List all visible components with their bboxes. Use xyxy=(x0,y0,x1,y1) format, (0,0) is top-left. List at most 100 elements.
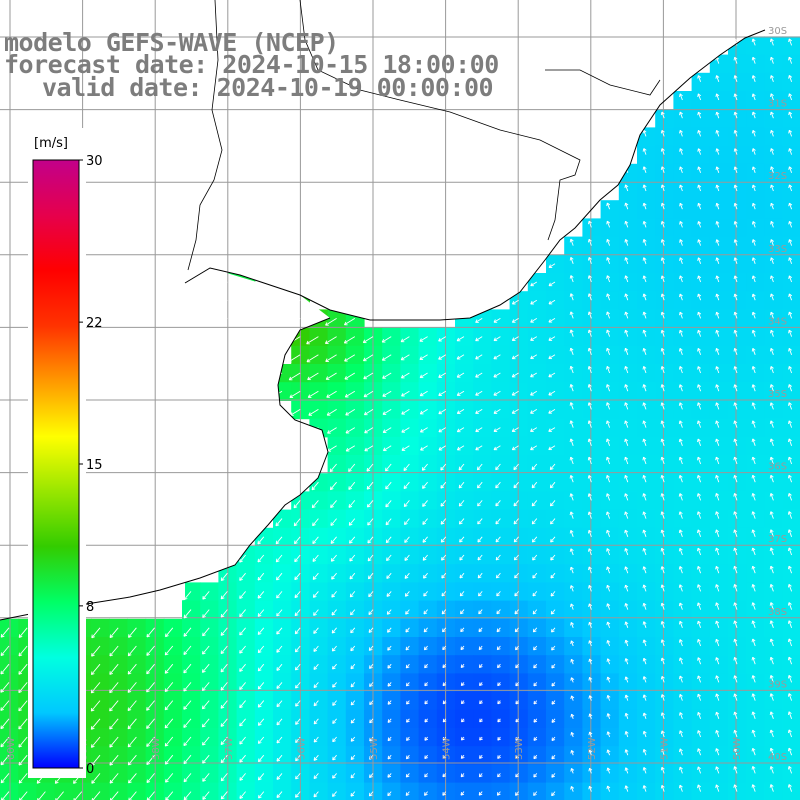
speed-cell xyxy=(564,327,583,347)
wind-arrow-head xyxy=(570,365,574,369)
speed-cell xyxy=(345,436,365,456)
speed-cell xyxy=(782,691,800,711)
wind-arrow-head xyxy=(424,666,428,669)
wind-arrow-head xyxy=(479,738,483,741)
speed-cell xyxy=(309,364,329,383)
speed-cell xyxy=(436,782,456,800)
speed-cell xyxy=(728,600,747,620)
wind-arrow-head xyxy=(514,558,518,561)
wind-arrow-head xyxy=(571,750,575,753)
wind-arrow-head xyxy=(306,358,309,363)
speed-cell xyxy=(473,709,492,729)
wind-arrow-head xyxy=(257,595,260,599)
wind-arrow xyxy=(679,511,683,519)
wind-arrow-head xyxy=(363,375,366,379)
wind-arrow-head xyxy=(349,575,351,580)
wind-arrow xyxy=(734,130,738,137)
wind-arrow-head xyxy=(164,670,167,674)
wind-arrow-head xyxy=(606,749,609,754)
wind-arrow-head xyxy=(734,511,738,514)
speed-cell xyxy=(254,564,274,583)
wind-arrow xyxy=(697,184,702,192)
wind-arrow xyxy=(679,148,683,155)
wind-arrow xyxy=(548,409,556,414)
speed-cell xyxy=(709,236,729,256)
wind-arrow-head xyxy=(769,766,772,770)
wind-arrow xyxy=(548,354,556,359)
wind-arrow xyxy=(661,767,665,774)
wind-arrow-head xyxy=(788,529,792,533)
wind-arrow xyxy=(570,257,574,264)
wind-arrow-head xyxy=(331,593,333,598)
wind-arrow-head xyxy=(18,761,20,766)
wind-arrow xyxy=(715,675,720,683)
wind-arrow xyxy=(734,638,738,647)
wind-arrow-head xyxy=(202,797,206,800)
speed-cell xyxy=(746,637,765,656)
wind-arrow-head xyxy=(257,685,260,690)
wind-arrow-head xyxy=(733,547,735,552)
wind-arrow xyxy=(164,663,174,674)
wind-arrow-head xyxy=(202,707,206,710)
speed-cell xyxy=(709,72,729,92)
speed-cell xyxy=(782,527,800,547)
wind-arrow xyxy=(220,663,228,673)
speed-cell xyxy=(782,182,800,201)
wind-arrow-head xyxy=(734,766,738,769)
wind-arrow-head xyxy=(387,737,390,741)
speed-cell xyxy=(673,673,693,693)
speed-cell xyxy=(327,782,347,800)
wind-arrow-head xyxy=(221,797,225,800)
speed-cell xyxy=(691,273,711,292)
wind-arrow-head xyxy=(624,548,626,552)
wind-arrow-head xyxy=(789,239,793,242)
wind-arrow-head xyxy=(661,657,665,661)
wind-arrow-head xyxy=(330,540,333,544)
wind-arrow-head xyxy=(364,429,367,433)
wind-arrow-head xyxy=(642,767,645,771)
wind-arrow-head xyxy=(479,775,483,778)
wind-arrow-head xyxy=(569,457,572,461)
speed-cell xyxy=(455,436,474,456)
speed-cell xyxy=(546,273,565,292)
speed-cell xyxy=(746,746,765,765)
wind-arrow-head xyxy=(331,576,333,580)
speed-cell xyxy=(618,236,638,256)
wind-arrow xyxy=(606,329,611,337)
wind-arrow-head xyxy=(625,474,629,478)
wind-arrow-head xyxy=(679,257,681,261)
wind-arrow xyxy=(770,438,774,446)
speed-cell xyxy=(637,218,656,238)
wind-arrow-head xyxy=(459,538,461,543)
wind-arrow xyxy=(679,675,683,683)
speed-cell xyxy=(473,655,492,674)
wind-arrow xyxy=(513,463,519,470)
speed-cell xyxy=(728,782,747,800)
wind-arrow-head xyxy=(511,300,515,305)
speed-cell xyxy=(618,618,638,638)
wind-arrow-head xyxy=(625,293,629,297)
colorbar-unit: [m/s] xyxy=(34,136,68,151)
wind-arrow-head xyxy=(438,374,441,378)
wind-arrow xyxy=(661,493,665,501)
wind-arrow xyxy=(295,736,301,743)
wind-arrow-head xyxy=(239,578,243,581)
speed-cell xyxy=(600,527,620,547)
speed-cell xyxy=(655,345,674,365)
wind-arrow-head xyxy=(422,557,425,561)
speed-cell xyxy=(764,109,784,128)
wind-arrow-head xyxy=(257,540,259,544)
wind-arrow-head xyxy=(769,602,772,606)
land-area xyxy=(0,0,800,618)
wind-arrow-head xyxy=(201,723,204,728)
speed-cell xyxy=(582,655,602,674)
wind-arrow xyxy=(679,529,683,537)
wind-arrow xyxy=(734,366,738,374)
wind-arrow-head xyxy=(532,540,536,543)
wind-arrow-head xyxy=(91,745,95,748)
wind-arrow-head xyxy=(679,420,683,424)
colorbar-tick-label: 15 xyxy=(86,458,103,473)
wind-arrow xyxy=(697,130,702,137)
wind-arrow-head xyxy=(733,239,736,243)
wind-arrow-head xyxy=(606,366,608,370)
